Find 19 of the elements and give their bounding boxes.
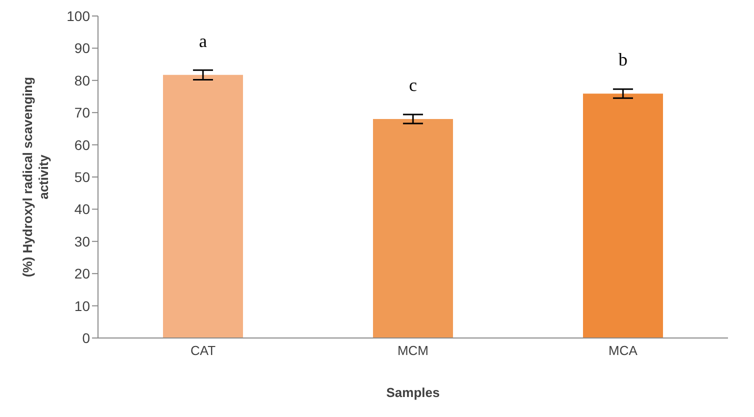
x-tick-label: MCA xyxy=(608,343,638,358)
y-tick-label: 80 xyxy=(74,72,90,88)
y-axis-title: (%) Hydroxyl radical scavenging activity xyxy=(20,76,51,278)
x-axis-title: Samples xyxy=(386,385,440,400)
y-tick-label: 50 xyxy=(74,168,90,185)
y-tick-label: 60 xyxy=(74,136,90,153)
y-tick-label: 30 xyxy=(74,233,90,250)
y-tick-label: 40 xyxy=(74,201,90,218)
y-tick-label: 10 xyxy=(74,298,90,314)
y-tick-label: 90 xyxy=(74,40,90,56)
y-tick-label: 0 xyxy=(82,330,90,346)
y-tick-label: 70 xyxy=(74,104,90,121)
x-tick-label: CAT xyxy=(190,343,216,358)
annotation: b xyxy=(618,50,628,70)
x-tick-label: MCM xyxy=(397,343,429,358)
annotation: c xyxy=(409,75,417,96)
annotation: a xyxy=(199,30,207,51)
y-tick-label: 20 xyxy=(74,266,90,282)
y-tick-label: 100 xyxy=(66,8,90,24)
